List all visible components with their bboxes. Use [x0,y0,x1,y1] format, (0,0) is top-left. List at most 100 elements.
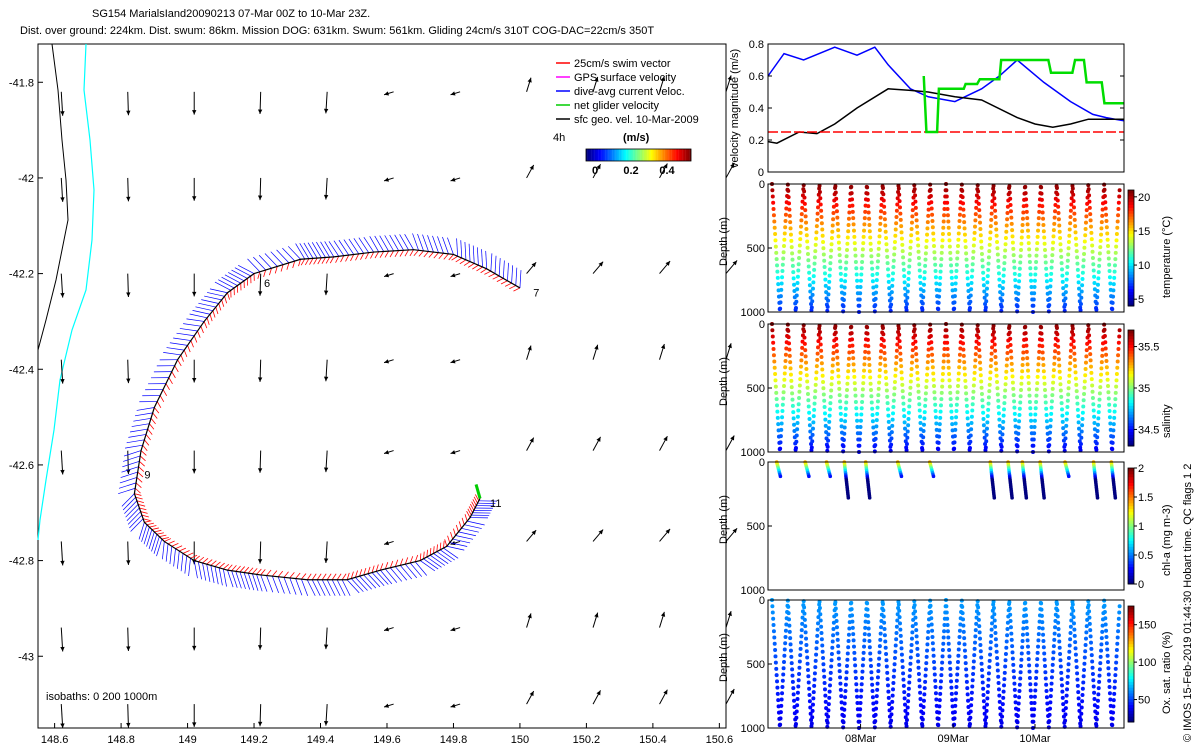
colorbar-cell [1128,419,1134,424]
oxygen-point [957,628,962,633]
temperature-point [806,264,811,269]
salinity-point [902,414,907,419]
temperature-point [926,207,931,212]
temperature-point [940,232,945,237]
salinity-point [771,347,776,352]
colorbar-cell [1128,361,1134,366]
temperature-point [1011,246,1016,251]
salinity-point [1041,356,1046,361]
oxygen-point [838,687,843,692]
oxygen-point [1077,702,1082,707]
swim-vector [436,544,438,552]
salinity-point [804,373,809,378]
current-vector [162,541,165,560]
temperature-point [907,258,912,263]
temperature-point [879,209,884,214]
colorbar-frame [1127,189,1135,307]
salinity-point [1031,437,1036,442]
salinity-point [835,355,840,360]
legend-label: sfc geo. vel. 10-Mar-2009 [574,114,699,126]
current-vector [123,450,142,457]
temperature-point [984,286,989,291]
temperature-point [1087,193,1092,198]
temperature-point [820,233,825,238]
temperature-point [891,271,896,276]
current-vector [328,241,340,257]
temperature-point [778,306,783,311]
salinity-point [1100,353,1105,358]
salinity-point [776,422,781,427]
colorbar-cell [687,149,690,161]
salinity-point [930,352,935,357]
colorbar-cell [629,149,632,161]
colorbar-cell [1128,425,1134,430]
colorbar-cell [1128,393,1134,398]
surface-vector-head [596,164,601,170]
salinity-point [845,381,850,386]
temperature-point [804,233,809,238]
colorbar-cell [1128,405,1134,409]
temperature-point [954,269,959,274]
salinity-point [1025,362,1030,367]
current-vector [324,241,335,258]
temperature-point [983,305,988,310]
salinity-point [1068,361,1073,366]
temperature-point [807,283,812,288]
temperature-point [1001,273,1006,278]
oxygen-point [1048,706,1053,711]
oxygen-point [908,661,913,666]
current-vector [507,262,509,281]
salinity-point [797,383,802,388]
current-vector [192,310,211,315]
colorbar-label: temperature (°C) [1161,216,1173,298]
temperature-point [977,208,982,213]
oxygen-point [831,633,836,638]
colorbar-cell [663,149,665,161]
oxygen-point [837,662,842,667]
oxygen-point [908,667,913,672]
salinity-point [1066,386,1071,391]
temperature-point [790,263,795,268]
current-vector [477,247,479,266]
oxygen-point [1074,658,1079,663]
temperature-point [932,256,937,261]
oxygen-point [873,712,878,717]
oxygen-point [892,662,897,667]
oxygen-point [958,622,963,627]
salinity-point [884,376,889,381]
oxygen-point [922,692,927,697]
temperature-point [1064,283,1069,288]
salinity-point [868,375,873,380]
temperature-point [882,211,887,216]
salinity-point [908,391,913,396]
temperature-point [817,189,822,194]
figure-title-line1: SG154 MarialsIand20090213 07-Mar 00Z to … [92,8,370,20]
colorbar-cell [1128,382,1134,386]
oxygen-point [1002,677,1007,682]
salinity-point [976,341,981,346]
oxygen-point [928,609,933,614]
current-vector [221,276,238,286]
temperature-point [886,279,891,284]
swim-vector [414,554,419,562]
oxygen-point [810,702,815,707]
oxygen-point [993,637,998,642]
current-vector [131,423,150,427]
oxygen-point [1037,625,1042,630]
oxygen-point [995,656,1000,661]
salinity-point [870,413,875,418]
colorbar-cell [1128,494,1134,498]
oxygen-point [1047,719,1052,724]
swim-vector [428,251,434,258]
salinity-point [895,336,900,341]
salinity-point [849,331,854,336]
temperature-point [770,194,775,199]
temperature-point [788,226,793,231]
temperature-point [895,196,900,201]
salinity-point [1010,380,1015,385]
swim-vector [447,535,451,543]
temperature-point [862,216,867,221]
salinity-point [1080,410,1085,415]
temperature-point [861,241,866,246]
track-time-label: 6 [264,278,270,290]
